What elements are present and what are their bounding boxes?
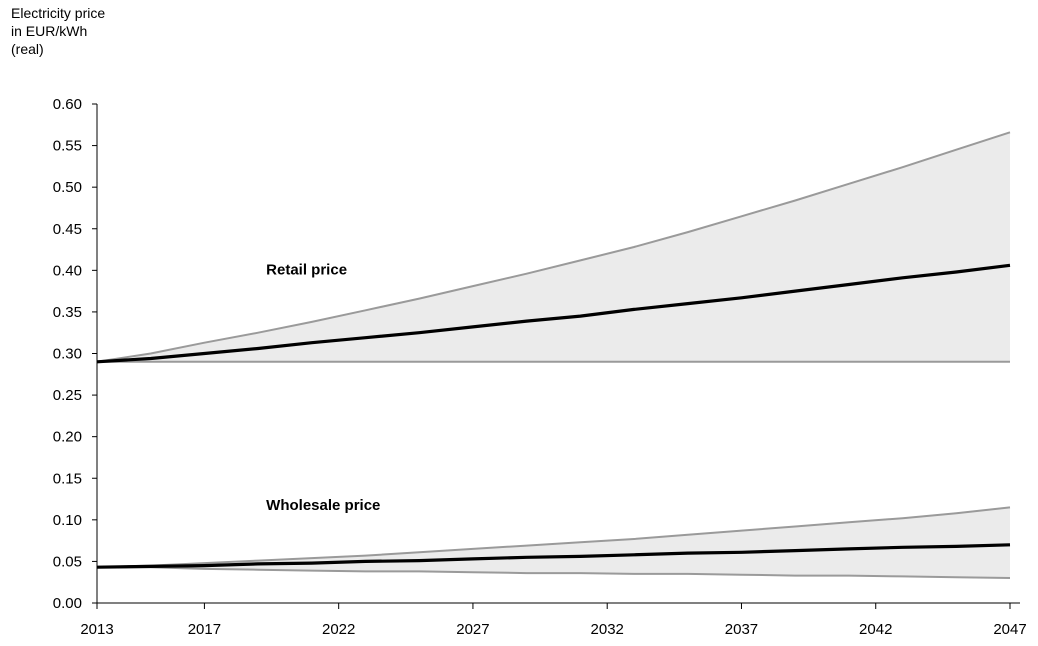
- y-tick-label: 0.60: [53, 96, 82, 113]
- x-tick-label: 2027: [456, 621, 489, 638]
- y-axis-title-line-1: Electricity price: [11, 5, 106, 21]
- y-tick-label: 0.20: [53, 429, 82, 446]
- y-axis-ticks: 0.00 0.05 0.10 0.15 0.20 0.25 0.30 0.35 0.40 0.45…: [53, 96, 97, 612]
- y-tick-label: 0.05: [53, 553, 82, 570]
- y-tick-label: 0.10: [53, 512, 82, 529]
- x-tick-label: 2032: [591, 621, 624, 638]
- wholesale-price-upper-line: [96, 506, 1011, 569]
- retail-price-label: Retail price: [266, 261, 347, 278]
- y-tick-label: 0.35: [53, 304, 82, 321]
- x-tick-label: 2042: [859, 621, 892, 638]
- y-tick-label: 0.40: [53, 262, 82, 279]
- band-edge-lines: [96, 131, 1011, 579]
- uncertainty-bands: [97, 132, 1010, 578]
- x-tick-label: 2013: [80, 621, 113, 638]
- annotations: Retail price Wholesale price: [266, 261, 380, 513]
- y-tick-label: 0.55: [53, 138, 82, 155]
- y-axis-title: Electricity price in EUR/kWh (real): [11, 4, 105, 58]
- y-tick-label: 0.45: [53, 221, 82, 238]
- y-tick-label: 0.50: [53, 179, 82, 196]
- x-tick-label: 2022: [322, 621, 355, 638]
- wholesale-price-band: [97, 507, 1010, 578]
- wholesale-price-lower-line: [97, 566, 1011, 579]
- wholesale-price-label: Wholesale price: [266, 497, 380, 514]
- x-tick-label: 2017: [188, 621, 221, 638]
- retail-price-upper-line: [96, 131, 1011, 363]
- x-tick-label: 2037: [725, 621, 758, 638]
- y-axis-title-line-2: in EUR/kWh: [11, 23, 88, 39]
- retail-price-band: [97, 132, 1010, 362]
- y-tick-label: 0.25: [53, 387, 82, 404]
- y-tick-label: 0.15: [53, 470, 82, 487]
- y-axis-title-line-3: (real): [11, 41, 44, 57]
- y-tick-label: 0.30: [53, 346, 82, 363]
- y-tick-label: 0.00: [53, 595, 82, 612]
- retail-price-central-line: [96, 263, 1011, 364]
- x-axis-ticks: 2013 2017 2022 2027 2032 2037 2042 2047: [80, 603, 1027, 638]
- x-tick-label: 2047: [993, 621, 1026, 638]
- wholesale-price-central-line: [96, 543, 1011, 569]
- central-lines: [96, 263, 1011, 569]
